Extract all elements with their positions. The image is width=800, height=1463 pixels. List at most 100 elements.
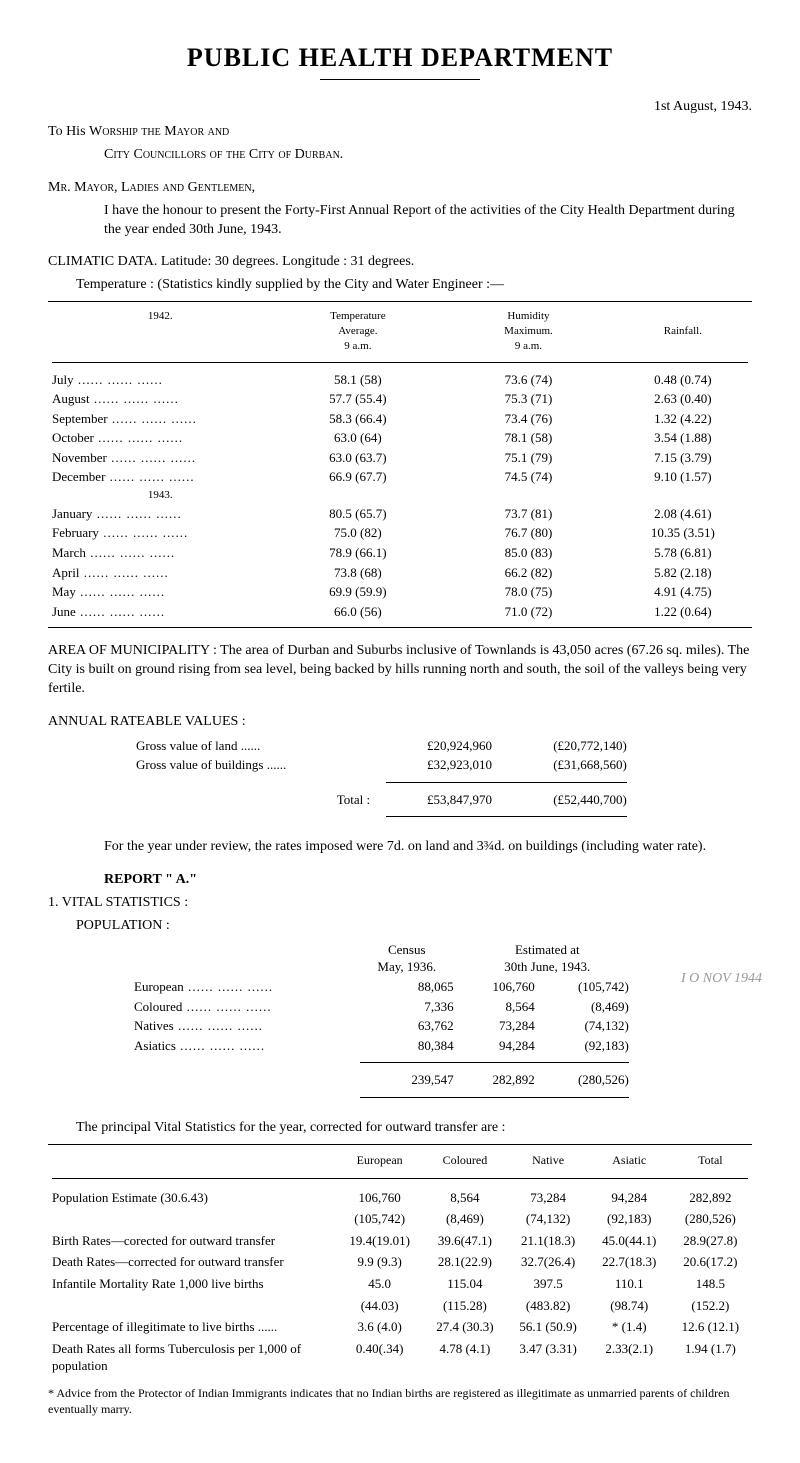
vital-label: Percentage of illegitimate to live birth… (48, 1316, 336, 1338)
climate-humidity: 78.1 (58) (443, 428, 614, 448)
vital-hdr-4: Total (669, 1151, 752, 1170)
climate-rainfall: 5.82 (2.18) (614, 563, 752, 583)
vital-value: 3.47 (3.31) (507, 1338, 590, 1377)
rateable-v2: (£20,772,140) (500, 736, 635, 756)
climate-temp: 63.0 (64) (273, 428, 444, 448)
pop-census: 7,336 (354, 997, 460, 1017)
climate-temp: 66.9 (67.7) (273, 467, 444, 487)
climate-month: February (48, 523, 273, 543)
pop-total-census: 239,547 (354, 1070, 460, 1090)
divider (52, 362, 748, 363)
hdr-hum-3: 9 a.m. (515, 340, 542, 352)
divider (360, 1097, 629, 1098)
rateable-total-v1: £53,847,970 (378, 790, 500, 810)
pop-hdr-census-2: May, 1936. (377, 959, 436, 974)
vital-label: Birth Rates—corected for outward transfe… (48, 1230, 336, 1252)
pop-est2: (8,469) (541, 997, 635, 1017)
climate-rainfall: 0.48 (0.74) (614, 370, 752, 390)
climate-month: January (48, 504, 273, 524)
doc-date: 1st August, 1943. (48, 98, 752, 117)
vital-value-paren: (92,183) (590, 1208, 669, 1230)
rateable-label: Gross value of land ...... (128, 736, 378, 756)
climate-rainfall: 2.08 (4.61) (614, 504, 752, 524)
footnote: * Advice from the Protector of Indian Im… (48, 1385, 752, 1417)
rateable-v1: £20,924,960 (378, 736, 500, 756)
page-title: PUBLIC HEALTH DEPARTMENT (48, 40, 752, 75)
climate-temp: 69.9 (59.9) (273, 582, 444, 602)
rateable-v2: (£31,668,560) (500, 755, 635, 775)
climate-month: June (48, 602, 273, 622)
pop-est1: 94,284 (460, 1036, 541, 1056)
climatic-data-line: CLIMATIC DATA. Latitude: 30 degrees. Lon… (48, 253, 752, 272)
climate-humidity: 74.5 (74) (443, 467, 614, 487)
vital-value: 39.6(47.1) (423, 1230, 506, 1252)
climate-month: October (48, 428, 273, 448)
pop-est2: (92,183) (541, 1036, 635, 1056)
vital-hdr-0: European (336, 1151, 423, 1170)
addressee-prefix: To His (48, 124, 89, 139)
hdr-rain: Rainfall. (664, 325, 702, 337)
climate-humidity: 75.1 (79) (443, 448, 614, 468)
pop-census: 63,762 (354, 1016, 460, 1036)
intro-paragraph: I have the honour to present the Forty-F… (104, 202, 752, 240)
vital-label: Death Rates—corrected for outward transf… (48, 1251, 336, 1273)
divider (48, 1144, 752, 1145)
pop-label: Asiatics (128, 1036, 354, 1056)
pop-label: European (128, 977, 354, 997)
hdr-hum-1: Humidity (507, 310, 549, 322)
climate-humidity: 73.6 (74) (443, 370, 614, 390)
rateable-label: Gross value of buildings ...... (128, 755, 378, 775)
climate-rainfall: 5.78 (6.81) (614, 543, 752, 563)
pop-est1: 73,284 (460, 1016, 541, 1036)
vital-value: 3.6 (4.0) (336, 1316, 423, 1338)
rateable-total-v2: (£52,440,700) (500, 790, 635, 810)
climate-temp: 58.1 (58) (273, 370, 444, 390)
year-1943: 1943. (48, 487, 273, 504)
climate-humidity: 78.0 (75) (443, 582, 614, 602)
vital-value: 148.5 (669, 1273, 752, 1295)
vital-value: 56.1 (50.9) (507, 1316, 590, 1338)
climate-rainfall: 7.15 (3.79) (614, 448, 752, 468)
year-1942: 1942. (48, 308, 273, 355)
vital-value: 0.40(.34) (336, 1338, 423, 1377)
climate-temp: 66.0 (56) (273, 602, 444, 622)
climate-temp: 57.7 (55.4) (273, 389, 444, 409)
vital-stats-table: European Coloured Native Asiatic Total P… (48, 1151, 752, 1377)
climate-humidity: 75.3 (71) (443, 389, 614, 409)
pop-hdr-est-1: Estimated at (515, 942, 580, 957)
population-heading: POPULATION : (76, 917, 752, 936)
climate-temp: 58.3 (66.4) (273, 409, 444, 429)
vital-hdr-2: Native (507, 1151, 590, 1170)
vital-value: 12.6 (12.1) (669, 1316, 752, 1338)
pop-est2: (74,132) (541, 1016, 635, 1036)
vital-value-paren: (152.2) (669, 1295, 752, 1317)
vital-value: 19.4(19.01) (336, 1230, 423, 1252)
climate-month: November (48, 448, 273, 468)
rateable-v1: £32,923,010 (378, 755, 500, 775)
climate-temp: 73.8 (68) (273, 563, 444, 583)
vital-value-paren: (98.74) (590, 1295, 669, 1317)
vital-value: 28.1(22.9) (423, 1251, 506, 1273)
divider (48, 627, 752, 628)
climate-temp: 75.0 (82) (273, 523, 444, 543)
pop-hdr-census-1: Census (388, 942, 426, 957)
climate-humidity: 76.7 (80) (443, 523, 614, 543)
pop-total-est1: 282,892 (460, 1070, 541, 1090)
vital-value: 110.1 (590, 1273, 669, 1295)
climate-humidity: 71.0 (72) (443, 602, 614, 622)
pop-label: Natives (128, 1016, 354, 1036)
vital-value: 282,892 (669, 1187, 752, 1209)
salutation: Mr. Mayor, Ladies and Gentlemen, (48, 179, 752, 198)
climate-temp: 80.5 (65.7) (273, 504, 444, 524)
vital-value: 73,284 (507, 1187, 590, 1209)
climate-humidity: 73.7 (81) (443, 504, 614, 524)
vital-value: 45.0 (336, 1273, 423, 1295)
vital-value: 106,760 (336, 1187, 423, 1209)
climate-temp: 78.9 (66.1) (273, 543, 444, 563)
climate-month: March (48, 543, 273, 563)
climate-humidity: 85.0 (83) (443, 543, 614, 563)
vital-value: 4.78 (4.1) (423, 1338, 506, 1377)
vital-value: 45.0(44.1) (590, 1230, 669, 1252)
vital-value: 27.4 (30.3) (423, 1316, 506, 1338)
vital-value: 21.1(18.3) (507, 1230, 590, 1252)
